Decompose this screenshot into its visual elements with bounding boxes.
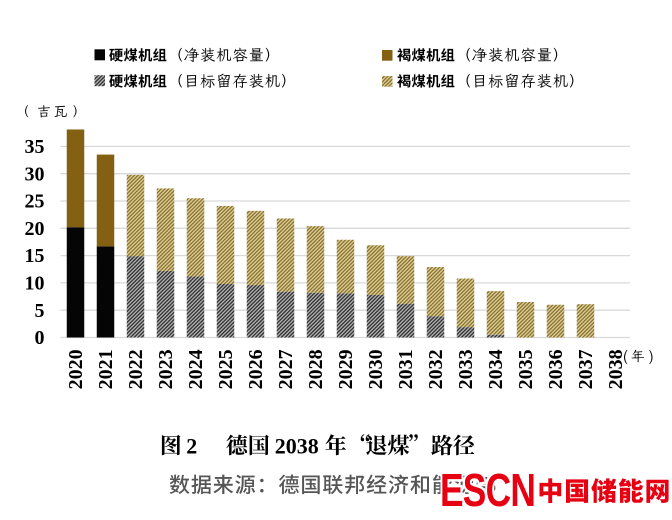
svg-text:15: 15 [25,245,45,267]
svg-text:2036: 2036 [545,349,567,389]
svg-text:2032: 2032 [425,349,447,389]
svg-text:2025: 2025 [215,349,237,389]
svg-text:5: 5 [35,300,45,322]
svg-text:2020: 2020 [65,349,87,389]
svg-text:10: 10 [25,273,45,295]
svg-text:2026: 2026 [245,349,267,389]
svg-text:2035: 2035 [515,349,537,389]
svg-text:2027: 2027 [275,349,297,389]
svg-text:2038: 2038 [605,349,627,389]
svg-text:2030: 2030 [365,349,387,389]
svg-text:20: 20 [25,218,45,240]
svg-text:2037: 2037 [575,349,597,389]
svg-text:2023: 2023 [155,349,177,389]
svg-text:2028: 2028 [305,349,327,389]
svg-text:2033: 2033 [455,349,477,389]
svg-text:2021: 2021 [95,349,117,389]
svg-text:30: 30 [25,163,45,185]
svg-text:35: 35 [25,136,45,158]
svg-text:2024: 2024 [185,349,207,389]
svg-text:0: 0 [35,327,45,349]
svg-text:25: 25 [25,191,45,213]
svg-text:ESCN: ESCN [440,464,535,516]
svg-text:2031: 2031 [395,349,417,389]
svg-text:2: 2 [186,433,197,458]
svg-text:2038: 2038 [275,433,319,458]
svg-text:2029: 2029 [335,349,357,389]
svg-text:2034: 2034 [485,349,507,389]
svg-text:2022: 2022 [125,349,147,389]
